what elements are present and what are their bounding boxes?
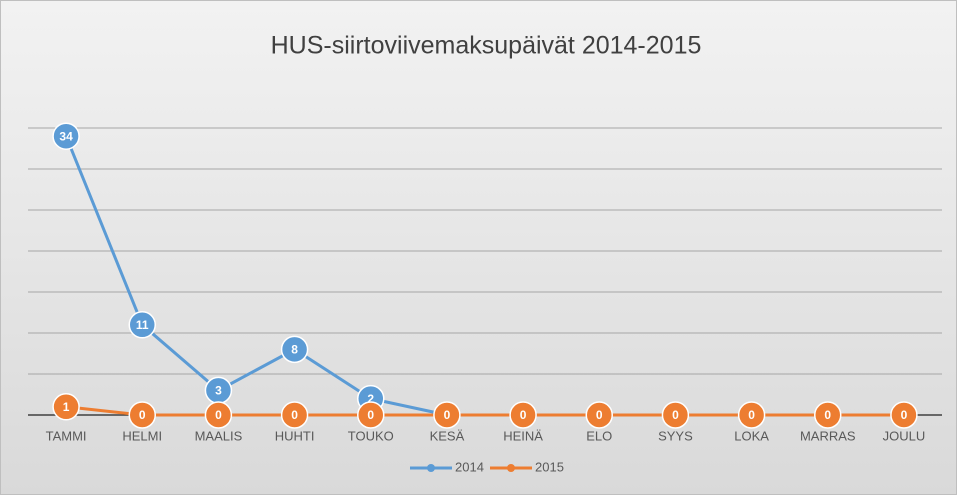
data-label: 34 [59, 129, 73, 143]
marker [585, 401, 613, 429]
legend-marker [507, 464, 515, 472]
legend-label: 2015 [535, 459, 564, 474]
x-tick-label: ELO [586, 428, 612, 443]
marker [52, 122, 80, 150]
data-label: 0 [291, 408, 298, 422]
data-label: 0 [748, 408, 755, 422]
data-label: 0 [215, 408, 222, 422]
marker [890, 401, 918, 429]
x-tick-label: LOKA [734, 428, 769, 443]
data-label: 0 [367, 408, 374, 422]
x-tick-label: TOUKO [348, 428, 394, 443]
legend-marker [427, 464, 435, 472]
x-tick-label: HELMI [122, 428, 162, 443]
data-label: 11 [136, 318, 149, 332]
x-tick-label: SYYS [658, 428, 693, 443]
marker [280, 335, 309, 364]
x-tick-label: TAMMI [46, 428, 87, 443]
marker [814, 401, 842, 429]
data-label: 1 [63, 400, 70, 414]
x-tick-label: MAALIS [195, 428, 243, 443]
marker [661, 401, 690, 429]
marker [128, 401, 156, 429]
x-tick-label: HEINÄ [503, 428, 543, 443]
marker [128, 311, 156, 339]
legend-label: 2014 [455, 459, 484, 474]
marker [52, 393, 80, 421]
x-tick-label: MARRAS [800, 428, 856, 443]
data-label: 0 [824, 408, 831, 422]
x-tick-label: KESÄ [430, 428, 465, 443]
data-label: 0 [901, 408, 908, 422]
data-label: 0 [520, 408, 527, 422]
marker [204, 401, 233, 429]
data-label: 0 [139, 408, 146, 422]
x-tick-label: HUHTI [275, 428, 315, 443]
marker [737, 401, 766, 429]
marker [433, 401, 461, 429]
data-label: 0 [672, 408, 679, 422]
marker [509, 401, 537, 429]
data-label: 2 [367, 392, 374, 406]
chart-title: HUS-siirtoviivemaksupäivät 2014-2015 [271, 32, 702, 60]
data-label: 3 [215, 384, 222, 398]
data-label: 8 [291, 343, 298, 357]
x-tick-label: JOULU [883, 428, 926, 443]
data-label: 0 [444, 408, 451, 422]
marker [280, 401, 309, 429]
marker [357, 401, 385, 429]
data-label: 0 [596, 408, 603, 422]
